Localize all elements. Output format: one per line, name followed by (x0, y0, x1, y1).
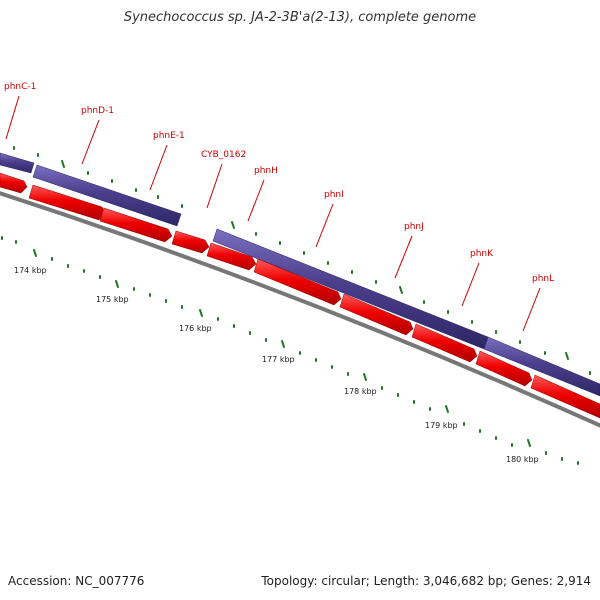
gene-feature-phnH-reverse (212, 228, 489, 350)
kbp-label: 175 kbp (96, 295, 129, 304)
gene-feature-next (530, 374, 600, 419)
gene-label-phnK: phnK (470, 249, 494, 259)
kbp-label: 177 kbp (262, 355, 295, 364)
kbp-labels: 174 kbp 175 kbp 176 kbp 177 kbp 178 kbp … (14, 266, 539, 464)
gene-label-phnI: phnI (324, 190, 344, 200)
reverse-strand-features (0, 152, 600, 397)
gene-feature-phnJ (339, 293, 414, 336)
forward-strand-features (0, 172, 600, 419)
gene-label-leaders (5, 95, 541, 332)
gene-label-phnL: phnL (532, 274, 554, 284)
outer-tick-track (13, 146, 591, 375)
gene-feature-phnL-reverse (483, 336, 600, 397)
gene-label-phnD-1: phnD-1 (81, 106, 114, 116)
backbone-line (0, 191, 600, 428)
kbp-label: 176 kbp (179, 324, 212, 333)
gene-feature-phnC-1-reverse (0, 152, 35, 174)
gene-feature-phnE-1 (99, 207, 173, 243)
gene-label-phnE-1: phnE-1 (153, 131, 185, 141)
gene-label-CYB_0162: CYB_0162 (201, 150, 246, 160)
gene-label-phnJ: phnJ (404, 222, 424, 232)
gene-feature-phnD-1-reverse (32, 164, 182, 227)
accession-text: Accession: NC_007776 (8, 574, 145, 588)
kbp-label: 180 kbp (506, 455, 539, 464)
kbp-label: 174 kbp (14, 266, 47, 275)
kbp-label: 179 kbp (425, 421, 458, 430)
gene-feature-phnC-1 (0, 172, 28, 194)
gene-label-phnH: phnH (254, 166, 278, 176)
gene-feature-CYB_0162 (171, 230, 210, 254)
gene-feature-phnK (411, 323, 478, 363)
genome-title: Synechococcus sp. JA-2-3B'a(2-13), compl… (123, 10, 477, 25)
gene-labels: phnC-1 phnD-1 phnE-1 CYB_0162 phnH phnI … (4, 82, 554, 284)
gene-feature-phnH (206, 242, 257, 271)
gene-label-phnC-1: phnC-1 (4, 82, 36, 92)
genome-stats-text: Topology: circular; Length: 3,046,682 bp… (261, 574, 591, 588)
inner-tick-track (1, 236, 579, 465)
gene-feature-phnL (475, 350, 533, 387)
kbp-label: 178 kbp (344, 387, 377, 396)
gene-feature-phnI (253, 258, 342, 306)
